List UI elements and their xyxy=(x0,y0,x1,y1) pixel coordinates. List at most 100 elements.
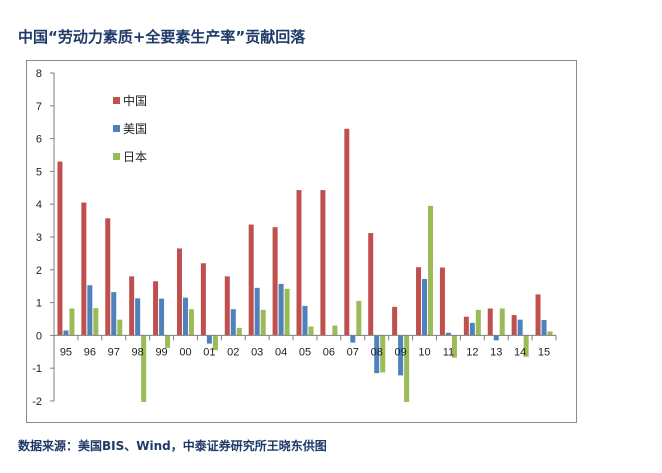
y-tick-label: 1 xyxy=(36,298,42,310)
bar-0-05 xyxy=(296,190,302,336)
bar-1-14 xyxy=(517,319,523,336)
chart-area: 8 7 6 5 4 3 2 1 0 -1 -2 95 96 97 98 99 00 01 02 03 04 05 06 07 0… xyxy=(26,60,577,423)
y-tick-label: 7 xyxy=(36,101,42,113)
bar-2-09 xyxy=(404,335,410,402)
x-tick-label: 04 xyxy=(275,346,287,358)
bar-0-03 xyxy=(248,224,254,336)
bar-1-01 xyxy=(206,335,212,344)
x-tick-label: 96 xyxy=(84,346,96,358)
y-tick-label: -1 xyxy=(32,363,42,375)
legend-swatch-2 xyxy=(113,153,120,160)
legend-label-2: 日本 xyxy=(123,150,147,164)
bar-1-03 xyxy=(254,287,260,336)
legend-swatch-1 xyxy=(113,125,120,132)
source-note: 数据来源：美国BIS、Wind，中泰证券研究所王晓东供图 xyxy=(18,439,327,453)
bar-2-99 xyxy=(165,335,171,348)
bar-2-05 xyxy=(308,326,314,336)
bar-2-14 xyxy=(523,335,529,357)
bar-0-95 xyxy=(57,161,63,336)
x-tick-label: 09 xyxy=(394,346,406,358)
x-tick-label: 01 xyxy=(203,346,215,358)
bar-0-15 xyxy=(535,294,541,336)
bar-0-97 xyxy=(105,218,111,336)
y-tick-label: 5 xyxy=(36,166,42,178)
bar-0-12 xyxy=(463,316,469,336)
bar-1-96 xyxy=(87,285,93,336)
y-tick-label: 4 xyxy=(36,199,42,211)
y-tick-label: -2 xyxy=(32,396,42,408)
bar-1-11 xyxy=(445,332,451,336)
bar-0-14 xyxy=(511,315,517,336)
bar-0-08 xyxy=(368,233,374,336)
bar-2-12 xyxy=(475,309,481,336)
x-tick-label: 08 xyxy=(371,346,383,358)
bar-1-99 xyxy=(159,298,165,336)
legend-label-1: 美国 xyxy=(123,122,147,136)
bar-0-11 xyxy=(439,267,445,336)
y-tick-label: 0 xyxy=(36,330,42,342)
bar-0-96 xyxy=(81,202,87,336)
x-tick-label: 07 xyxy=(347,346,359,358)
bar-2-10 xyxy=(428,205,434,336)
bar-1-08 xyxy=(374,335,380,374)
bar-1-09 xyxy=(398,335,404,376)
bar-2-07 xyxy=(356,300,362,336)
x-tick-label: 13 xyxy=(490,346,502,358)
x-tick-label: 05 xyxy=(299,346,311,358)
bar-1-15 xyxy=(541,319,547,336)
x-tick-label: 02 xyxy=(227,346,239,358)
bar-1-97 xyxy=(111,292,117,336)
legend-swatch-0 xyxy=(113,97,120,104)
x-tick-label: 95 xyxy=(60,346,72,358)
bar-1-00 xyxy=(182,297,188,336)
x-tick-label: 97 xyxy=(108,346,120,358)
bar-0-00 xyxy=(176,248,182,336)
bar-2-03 xyxy=(260,309,266,336)
bar-2-01 xyxy=(212,335,218,351)
x-tick-label: 12 xyxy=(466,346,478,358)
bar-0-06 xyxy=(320,190,326,336)
chart-title: 中国“劳动力素质+全要素生产率”贡献回落 xyxy=(18,28,306,46)
bar-2-11 xyxy=(451,335,457,358)
bar-2-95 xyxy=(69,308,75,336)
bar-1-95 xyxy=(63,330,69,336)
bar-0-10 xyxy=(416,267,422,336)
legend-label-0: 中国 xyxy=(123,93,147,108)
x-tick-label: 14 xyxy=(514,346,526,358)
bar-1-05 xyxy=(302,305,308,336)
x-tick-label: 00 xyxy=(179,346,191,358)
bar-0-98 xyxy=(129,276,135,336)
y-tick-label: 6 xyxy=(36,134,42,146)
bar-1-98 xyxy=(135,298,141,336)
bar-2-13 xyxy=(499,308,505,336)
x-tick-label: 15 xyxy=(538,346,550,358)
bar-2-08 xyxy=(380,335,386,373)
bar-0-02 xyxy=(224,276,230,336)
bar-0-07 xyxy=(344,128,350,336)
y-tick-label: 2 xyxy=(36,265,42,277)
y-tick-label: 3 xyxy=(36,232,42,244)
bar-0-13 xyxy=(487,308,493,336)
bar-1-13 xyxy=(493,335,499,341)
bar-1-12 xyxy=(469,322,475,336)
bar-1-04 xyxy=(278,283,284,336)
bar-2-04 xyxy=(284,288,290,336)
bar-0-04 xyxy=(272,227,278,336)
x-tick-label: 06 xyxy=(323,346,335,358)
bar-2-15 xyxy=(547,331,553,336)
y-tick-label: 8 xyxy=(36,68,42,80)
x-tick-label: 10 xyxy=(418,346,430,358)
bar-1-10 xyxy=(422,278,428,336)
bar-2-00 xyxy=(188,309,194,336)
bar-2-02 xyxy=(236,327,242,336)
bar-0-01 xyxy=(200,263,206,336)
x-tick-label: 11 xyxy=(443,346,454,358)
bar-2-96 xyxy=(93,308,99,336)
bar-2-06 xyxy=(332,325,338,336)
x-tick-label: 99 xyxy=(155,346,167,358)
bar-2-97 xyxy=(117,319,123,336)
bar-2-98 xyxy=(141,335,147,402)
bar-0-99 xyxy=(153,281,159,336)
bar-0-09 xyxy=(392,306,398,336)
